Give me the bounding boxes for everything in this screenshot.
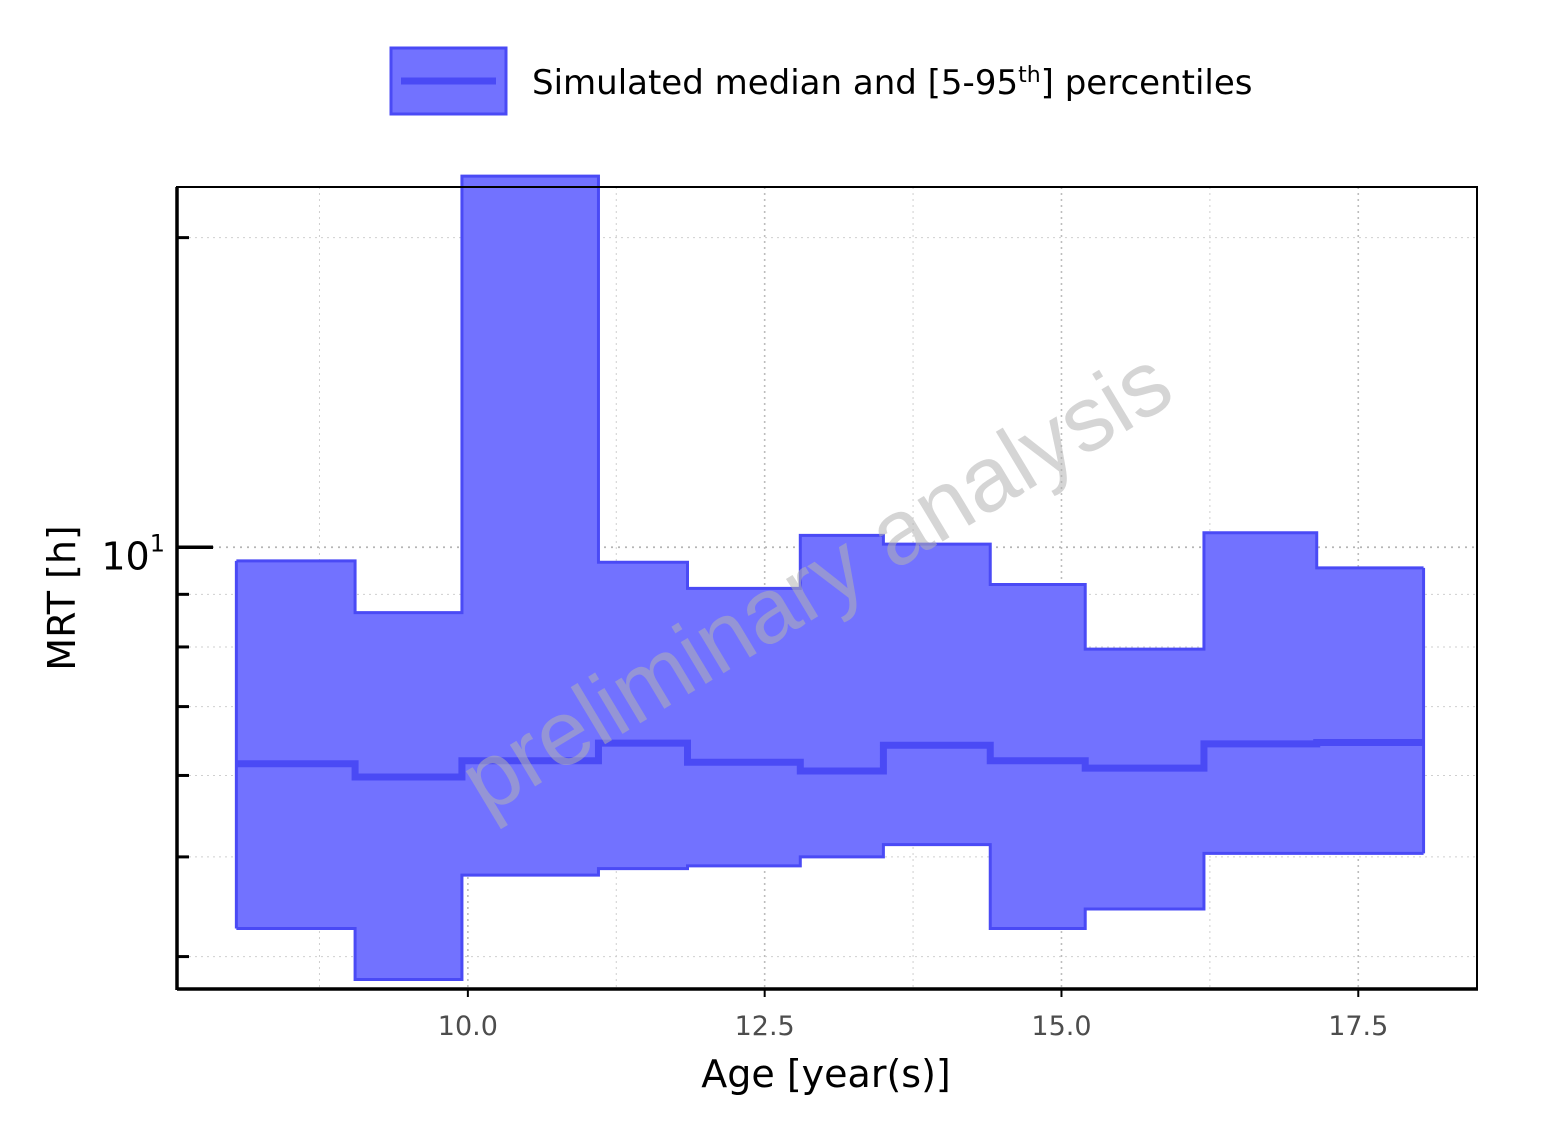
x-tick-label: 10.0 bbox=[438, 1011, 498, 1042]
legend-label: Simulated median and [5-95th] percentile… bbox=[532, 63, 1252, 103]
y-major-tick-label: 101 bbox=[101, 529, 165, 578]
data-layer bbox=[234, 174, 1426, 981]
percentile-band bbox=[236, 176, 1424, 980]
x-tick-label: 15.0 bbox=[1031, 1011, 1091, 1042]
x-tick-label: 12.5 bbox=[735, 1011, 795, 1042]
legend-label-sup: th bbox=[1018, 63, 1041, 88]
legend: Simulated median and [5-95th] percentile… bbox=[389, 46, 1252, 116]
y-tick-label-base: 10 bbox=[101, 534, 149, 578]
y-axis-title: MRT [h] bbox=[40, 525, 84, 670]
legend-label-end: ] percentiles bbox=[1041, 63, 1253, 103]
y-tick-label-exponent: 1 bbox=[150, 529, 165, 557]
p5-step-line bbox=[236, 843, 1424, 981]
axes: 10.0 12.5 15.0 17.5 101 bbox=[101, 236, 1388, 1042]
legend-label-main: Simulated median and [5-95 bbox=[532, 63, 1018, 103]
x-axis-title: Age [year(s)] bbox=[701, 1052, 950, 1096]
p95-step-line bbox=[236, 174, 1424, 651]
x-tick-label: 17.5 bbox=[1328, 1011, 1388, 1042]
median-step-line bbox=[236, 738, 1424, 781]
